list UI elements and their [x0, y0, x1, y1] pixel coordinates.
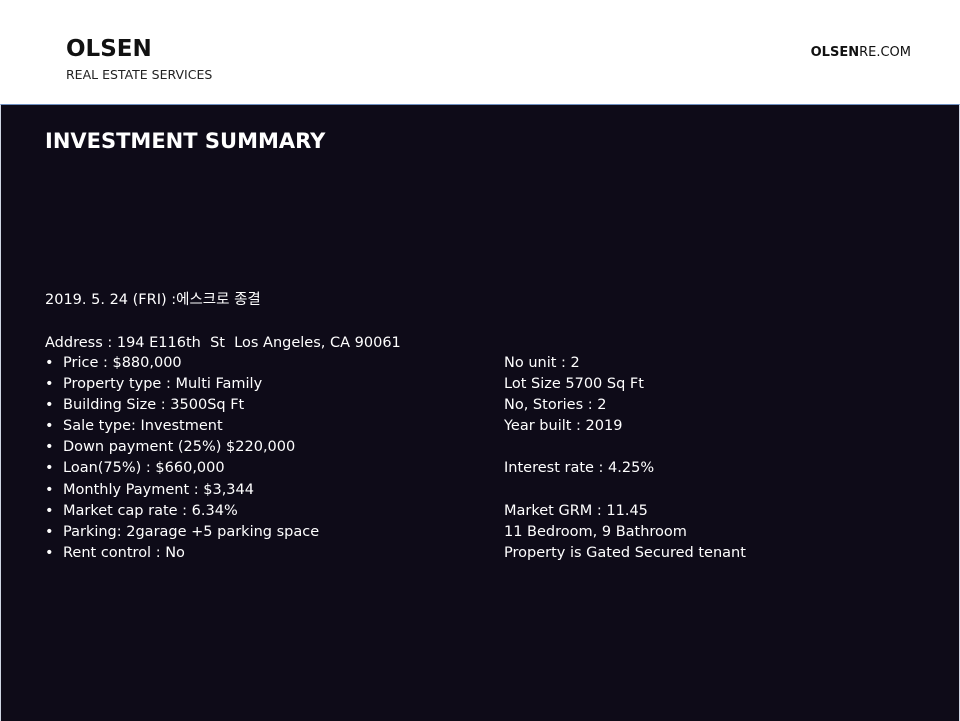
website-rest: RE.COM [859, 45, 911, 60]
header: OLSEN REAL ESTATE SERVICES OLSENRE.COM [0, 0, 960, 104]
list-item: • Parking: 2garage +5 parking space [45, 522, 319, 543]
list-item: • Rent control : No [45, 543, 319, 564]
item-text: Market cap rate : 6.34% [63, 502, 238, 519]
list-item: No, Stories : 2 [504, 397, 607, 414]
bullet-icon: • [45, 481, 54, 498]
list-item: • Market cap rate : 6.34% [45, 501, 319, 522]
list-item: • Sale type: Investment [45, 416, 319, 437]
item-text: Parking: 2garage +5 parking space [63, 523, 320, 540]
bullet-icon: • [45, 418, 54, 435]
list-item: • Down payment (25%) $220,000 [45, 437, 319, 458]
date-line: 2019. 5. 24 (FRI) :에스크로 종결 [45, 292, 261, 308]
bullet-icon: • [45, 355, 54, 371]
list-item: • Monthly Payment : $3,344 [45, 480, 319, 501]
tagline: REAL ESTATE SERVICES [66, 67, 213, 82]
website-bold: OLSEN [810, 45, 860, 60]
item-text: Loan(75%) : $660,000 [63, 460, 225, 477]
list-item: • Price : $880,000 [45, 353, 319, 374]
list-item: Property is Gated Secured tenant [504, 544, 746, 561]
address: Address : 194 E116th St Los Angeles, CA … [45, 335, 401, 351]
item-text: Building Size : 3500Sq Ft [63, 397, 245, 414]
list-item: • Loan(75%) : $660,000 [45, 458, 319, 479]
bullet-icon: • [45, 376, 54, 393]
list-item [504, 437, 746, 458]
list-item: Interest rate : 4.25% [504, 460, 655, 477]
item-text: Monthly Payment : $3,344 [63, 481, 254, 498]
item-text: Down payment (25%) $220,000 [63, 439, 296, 456]
right-details-list: No unit : 2 Lot Size 5700 Sq Ft No, Storie… [504, 353, 746, 564]
list-item: No unit : 2 [504, 355, 580, 371]
bullet-icon: • [45, 397, 54, 414]
bullet-icon: • [45, 502, 54, 519]
item-text: Price : $880,000 [63, 355, 182, 371]
item-text: Property type : Multi Family [63, 376, 263, 393]
bullet-icon: • [45, 523, 54, 540]
item-text: Rent control : No [63, 544, 185, 561]
list-item: Year built : 2019 [504, 418, 623, 435]
list-item [504, 480, 746, 501]
list-item: • Building Size : 3500Sq Ft [45, 395, 319, 416]
brand-logo: OLSEN [66, 36, 152, 62]
bullet-icon: • [45, 439, 54, 456]
list-item: • Property type : Multi Family [45, 374, 319, 395]
list-item: Lot Size 5700 Sq Ft [504, 376, 644, 393]
investment-summary-panel: INVESTMENT SUMMARY 2019. 5. 24 (FRI) :에스… [0, 104, 960, 721]
list-item: Market GRM : 11.45 [504, 502, 648, 519]
bullet-icon: • [45, 544, 54, 561]
website-link[interactable]: OLSENRE.COM [811, 45, 911, 60]
bullet-icon: • [45, 460, 54, 477]
page-title: INVESTMENT SUMMARY [45, 129, 326, 153]
left-details-list: • Price : $880,000 • Property type : Multi … [45, 353, 319, 564]
item-text: Sale type: Investment [63, 418, 223, 435]
list-item: 11 Bedroom, 9 Bathroom [504, 523, 687, 540]
